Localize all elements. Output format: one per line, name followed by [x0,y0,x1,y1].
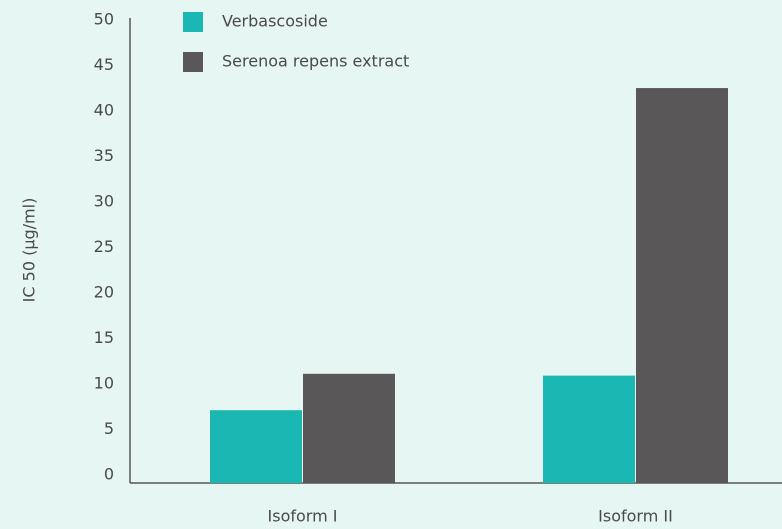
y-tick-label: 30 [94,192,114,211]
y-tick-label: 40 [94,101,114,120]
legend-swatch [183,52,203,72]
y-tick-label: 5 [104,419,114,438]
bar [543,375,635,483]
legend-label: Verbascoside [222,12,328,31]
y-tick-label: 45 [94,55,114,74]
legend-label: Serenoa repens extract [222,52,409,71]
y-tick-label: 35 [94,146,114,165]
y-tick-label: 10 [94,374,114,393]
bar [636,88,728,483]
x-tick-label: Isoform II [598,507,673,526]
y-tick-label: 15 [94,328,114,347]
y-tick-label: 0 [104,465,114,484]
y-tick-label: 20 [94,283,114,302]
bar [210,410,302,483]
legend-swatch [183,12,203,32]
x-tick-label: Isoform I [268,507,338,526]
y-tick-label: 25 [94,237,114,256]
y-axis-label: IC 50 (µg/ml) [20,198,39,303]
bar [303,373,395,483]
y-tick-label: 50 [94,10,114,29]
